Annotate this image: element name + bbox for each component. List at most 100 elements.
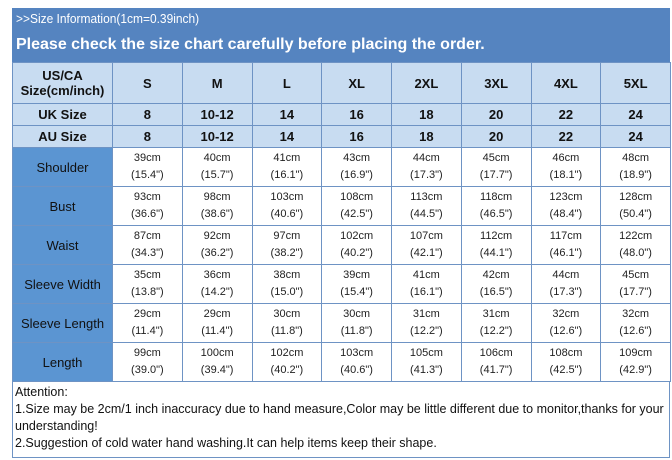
attention-notes: Attention: 1.Size may be 2cm/1 inch inac… <box>12 382 670 458</box>
measurement-value: 41cm (16.1") <box>251 147 323 187</box>
measurement-row: Bust 93cm (36.6") 98cm (38.6") 103cm (40.6") 10… <box>12 186 671 226</box>
size-header-text: 2XL <box>414 75 439 91</box>
measurement-label-text: Length <box>42 354 83 370</box>
measurement-value-text: (36.6") <box>131 208 164 220</box>
measurement-value: 40cm (15.7") <box>181 147 253 187</box>
corner-header-text: US/CA <box>42 68 83 83</box>
au-size-value-text: 14 <box>279 129 295 144</box>
size-header: XL <box>321 62 392 104</box>
measurement-value-text: (50.4") <box>619 208 652 220</box>
measurement-row: Shoulder 39cm (15.4") 40cm (15.7") 41cm (16.1"… <box>12 147 671 187</box>
au-size-value: 18 <box>391 125 462 148</box>
measurement-value-text: 87cm <box>133 230 161 242</box>
measurement-label: Shoulder <box>12 147 113 187</box>
measurement-value-text: 117cm <box>549 230 582 242</box>
au-size-value: 24 <box>600 125 671 148</box>
measurement-value: 98cm (38.6") <box>181 186 253 226</box>
measurement-value: 105cm (41.3") <box>391 342 462 382</box>
size-header: 4XL <box>530 62 602 104</box>
measurement-value: 122cm (48.0") <box>600 225 671 265</box>
measurement-value-text: 44cm <box>412 152 440 164</box>
measurement-value-text: (16.1") <box>270 169 304 181</box>
measurement-value-text: (48.4") <box>549 208 583 220</box>
measurement-value: 103cm (40.6") <box>251 186 323 226</box>
uk-size-value-text: 20 <box>488 107 504 122</box>
measurement-value-text: 107cm <box>409 230 443 242</box>
uk-size-value-text: 24 <box>628 107 643 122</box>
measurement-value-text: (40.2") <box>340 247 373 259</box>
measurement-value-text: 118cm <box>480 191 513 203</box>
measurement-value: 30cm (11.8") <box>321 303 392 343</box>
measurement-value-text: 113cm <box>410 191 443 203</box>
measurement-value-text: 100cm <box>200 347 234 359</box>
measurement-value-text: 39cm <box>133 152 161 164</box>
measurement-value: 99cm (39.0") <box>112 342 183 382</box>
measurement-value-text: 32cm <box>622 308 650 320</box>
measurement-value-text: 103cm <box>340 347 374 359</box>
size-header-text: XL <box>348 75 365 91</box>
measurement-label-text: Shoulder <box>36 159 89 175</box>
uk-size-value-text: 18 <box>419 107 434 122</box>
size-header: L <box>251 62 323 104</box>
uk-size-label-text: UK Size <box>38 107 87 122</box>
measurement-value: 87cm (34.3") <box>112 225 183 265</box>
measurement-value-text: 31cm <box>412 308 440 320</box>
attention-title: Attention: <box>15 385 68 399</box>
measurement-value-text: (11.4") <box>201 325 234 337</box>
size-header-text: L <box>282 75 291 91</box>
measurement-value-text: 97cm <box>273 230 301 242</box>
measurement-value-text: 39cm <box>343 269 371 281</box>
size-header-text: M <box>211 75 223 91</box>
au-size-value-text: 10-12 <box>200 129 234 144</box>
measurement-value: 107cm (42.1") <box>391 225 462 265</box>
measurement-value: 113cm (44.5") <box>391 186 462 226</box>
measurement-value-text: 108cm <box>549 347 583 359</box>
measurement-value-text: (40.2") <box>270 364 304 376</box>
au-size-value-text: 22 <box>558 129 574 144</box>
uk-size-value: 16 <box>321 103 392 126</box>
au-size-value: 20 <box>460 125 532 148</box>
uk-size-row: UK Size 8 10-12 14 16 18 20 22 24 <box>12 103 671 126</box>
uk-size-value: 10-12 <box>181 103 253 126</box>
corner-header-text: Size(cm/inch) <box>20 83 105 98</box>
measurement-value-text: 38cm <box>273 269 301 281</box>
measurement-value-text: (11.8") <box>340 325 373 337</box>
measurement-value-text: (18.9") <box>619 169 652 181</box>
measurement-value-text: (42.9") <box>619 364 652 376</box>
measurement-value-text: (38.2") <box>270 247 304 259</box>
measurement-value-text: (17.7") <box>619 286 652 298</box>
measurement-value-text: (40.6") <box>340 364 373 376</box>
uk-size-value-text: 22 <box>558 107 574 122</box>
au-size-value: 22 <box>530 125 602 148</box>
uk-size-value: 14 <box>251 103 323 126</box>
measurement-value-text: (44.1") <box>479 247 513 259</box>
measurement-value: 44cm (17.3") <box>530 264 602 304</box>
measurement-label: Length <box>12 342 113 382</box>
uk-size-value-text: 8 <box>143 107 151 122</box>
measurement-value-text: (17.3") <box>410 169 443 181</box>
uk-size-value: 24 <box>600 103 671 126</box>
measurement-value-text: (39.4") <box>200 364 234 376</box>
measurement-value-text: (12.2") <box>479 325 513 337</box>
measurement-value: 106cm (41.7") <box>460 342 532 382</box>
au-size-value-text: 16 <box>349 129 364 144</box>
measurement-value-text: (42.1") <box>410 247 443 259</box>
measurement-value-text: (15.4") <box>131 169 164 181</box>
measurement-label: Sleeve Width <box>12 264 113 304</box>
measurement-value-text: 109cm <box>619 347 653 359</box>
measurement-value-text: (11.8") <box>270 325 303 337</box>
measurement-value-text: 35cm <box>133 269 161 281</box>
uk-size-value: 22 <box>530 103 602 126</box>
measurement-value-text: 31cm <box>482 308 510 320</box>
size-header-text: 3XL <box>484 75 509 91</box>
measurement-value: 100cm (39.4") <box>181 342 253 382</box>
measurement-value-text: (17.7") <box>479 169 513 181</box>
measurement-value: 46cm (18.1") <box>530 147 602 187</box>
size-chart: >>Size Information(1cm=0.39inch) Please … <box>12 8 671 458</box>
size-check-notice: Please check the size chart carefully be… <box>16 36 485 53</box>
au-size-value: 8 <box>112 125 183 148</box>
measurement-value-text: (34.3") <box>131 247 164 259</box>
measurement-value: 35cm (13.8") <box>112 264 183 304</box>
measurement-value: 30cm (11.8") <box>251 303 323 343</box>
measurement-value-text: (16.9") <box>340 169 373 181</box>
